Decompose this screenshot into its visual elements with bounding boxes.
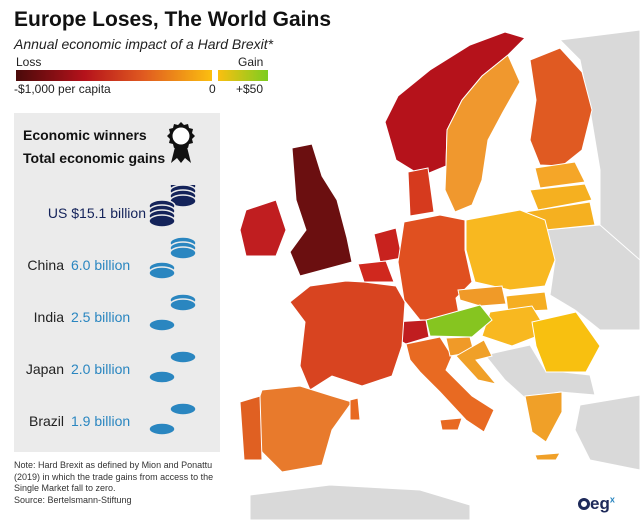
region-spain (251, 385, 353, 473)
no-data-countries (249, 29, 640, 520)
region-uk (289, 143, 353, 277)
coins-icon (148, 402, 197, 436)
region-island (534, 452, 561, 461)
region-france (289, 280, 406, 391)
region-finland (529, 47, 593, 167)
region-hungary (481, 305, 549, 347)
coins-icon (148, 350, 197, 384)
region-greece (524, 391, 563, 443)
region-island (439, 417, 463, 431)
region-belgium (357, 260, 395, 283)
legend-min-label: -$1,000 per capita (14, 82, 111, 96)
winner-country: US (47, 205, 68, 221)
source-text: Source: Bertelsmann-Stiftung (14, 494, 132, 505)
region-north-africa (249, 484, 471, 520)
region-austria (425, 304, 493, 338)
legend-loss-bar (16, 70, 212, 81)
region-poland (465, 209, 556, 291)
legend-zero-label: 0 (209, 82, 216, 96)
legend-gain-label: Gain (238, 55, 264, 69)
winner-value: $15.1 billion (71, 205, 146, 221)
panel-heading-gains: Total economic gains (23, 150, 166, 166)
region-latvia (529, 183, 593, 211)
footnote: Note: Hard Brexit as defined by Mion and… (14, 460, 224, 506)
winner-country: Brazil (28, 413, 64, 429)
region-sweden (444, 54, 521, 213)
region-denmark (407, 167, 435, 217)
winners-panel: Economic winners Total economic gains US… (14, 113, 220, 452)
winner-value: 6.0 billion (71, 257, 131, 273)
coins-icon (148, 293, 197, 332)
region-netherlands (373, 227, 403, 263)
page-title: Europe Loses, The World Gains (14, 8, 331, 31)
panel-heading-winners: Economic winners (23, 127, 147, 143)
region-portugal (239, 395, 263, 461)
logo-text: eg (590, 494, 610, 513)
coins-icon (148, 185, 197, 228)
region-estonia (534, 161, 586, 189)
region-croatia (455, 339, 498, 385)
legend-loss-label: Loss (16, 55, 42, 69)
logo-mark-icon (578, 498, 590, 510)
egx-logo: egx (578, 494, 615, 514)
region-island (349, 397, 361, 421)
winner-country: China (27, 257, 64, 273)
winner-value: 1.9 billion (71, 413, 131, 429)
region-romania (531, 311, 601, 373)
logo-sup: x (609, 494, 615, 505)
winner-label: US $15.1 billion (14, 205, 146, 221)
winner-country: India (33, 309, 64, 325)
legend-gain-bar (218, 70, 268, 81)
winner-value: 2.0 billion (71, 361, 131, 377)
region-germany (397, 214, 473, 321)
page-subtitle: Annual economic impact of a Hard Brexit* (14, 36, 274, 52)
winner-value: 2.5 billion (71, 309, 131, 325)
winner-country: Japan (25, 361, 64, 377)
note-text: Note: Hard Brexit as defined by Mion and… (14, 460, 214, 493)
region-belarus-ukraine (544, 224, 640, 331)
coins-icon (148, 237, 197, 280)
award-ribbon-icon (167, 122, 195, 163)
region-slovakia (505, 291, 549, 313)
region-turkey (574, 394, 640, 471)
legend-max-label: +$50 (236, 82, 264, 96)
country-regions (239, 31, 601, 473)
region-balkans (484, 344, 596, 399)
region-ireland (239, 199, 287, 257)
region-czechia (457, 285, 507, 307)
